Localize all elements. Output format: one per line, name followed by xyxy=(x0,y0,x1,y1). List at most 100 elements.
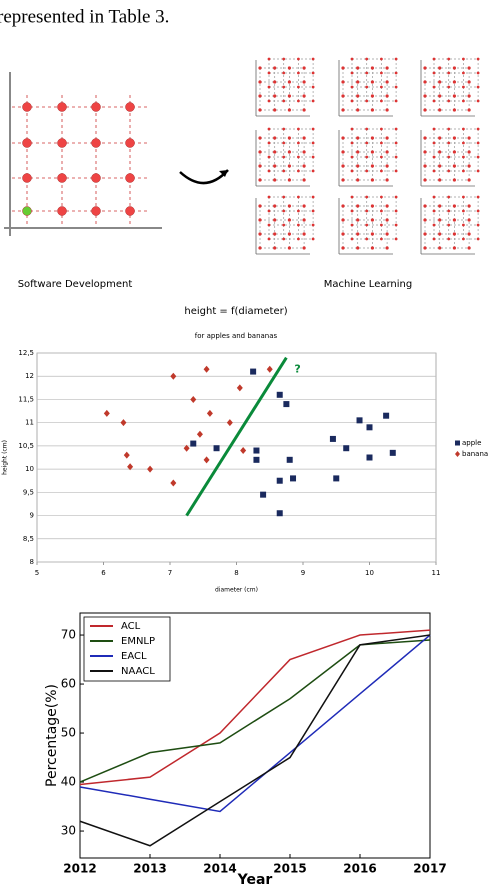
cube-node xyxy=(476,127,480,131)
cube-face xyxy=(377,82,378,83)
cube-face xyxy=(250,130,251,131)
y-axis-label: height (cm) xyxy=(2,440,9,475)
cube-node xyxy=(302,150,306,154)
cube-face xyxy=(377,152,378,153)
cube-node xyxy=(385,108,389,112)
cube-node xyxy=(350,237,354,241)
cube-node xyxy=(356,178,360,182)
cube-face xyxy=(415,174,416,175)
point xyxy=(196,430,203,438)
point xyxy=(206,409,213,417)
cube-node xyxy=(341,232,345,236)
cube-node xyxy=(365,127,369,131)
cube-node xyxy=(341,108,345,112)
series-line xyxy=(79,629,431,786)
cube-node xyxy=(423,232,427,236)
cube-node xyxy=(302,108,306,112)
cube-node xyxy=(350,223,354,227)
cube-face xyxy=(294,174,295,175)
x-tick-label: 5 xyxy=(35,569,39,577)
cube-node xyxy=(394,237,398,241)
cube-node xyxy=(438,94,442,98)
cube-node xyxy=(370,232,374,236)
cube-node xyxy=(452,246,456,250)
point xyxy=(366,424,373,431)
cube-node xyxy=(438,66,442,70)
x-tick-label: 6 xyxy=(101,569,106,577)
cube-node xyxy=(267,169,271,173)
cube-node xyxy=(297,155,300,159)
cube-node xyxy=(302,66,306,70)
cube-node xyxy=(297,209,300,213)
cube-node xyxy=(467,246,471,250)
cube-node xyxy=(287,232,291,236)
cube-node xyxy=(258,204,262,208)
point xyxy=(253,447,260,454)
cube-node xyxy=(462,195,465,199)
cube-node xyxy=(423,94,427,98)
cube-node xyxy=(356,80,360,84)
cube-node xyxy=(267,57,271,61)
point xyxy=(356,417,363,424)
cube-node xyxy=(385,94,389,98)
cube-node xyxy=(302,204,306,208)
y-tick-label: 12 xyxy=(25,372,34,380)
annotation: ? xyxy=(294,363,300,376)
cube-node xyxy=(447,99,451,103)
point xyxy=(123,451,130,459)
point xyxy=(190,395,197,403)
cube-node xyxy=(258,218,262,222)
y-tick-label: 30 xyxy=(61,824,76,838)
cube-node xyxy=(350,85,354,89)
cube-node xyxy=(467,108,471,112)
cube-node xyxy=(370,246,374,250)
cube-node xyxy=(467,66,471,70)
point xyxy=(389,449,396,456)
cube-node xyxy=(380,57,383,61)
cube-face xyxy=(459,104,460,105)
point xyxy=(236,384,243,392)
cube-node xyxy=(282,155,286,159)
point xyxy=(276,477,283,484)
cube-node xyxy=(297,223,300,227)
cube-node xyxy=(302,246,306,250)
legend-marker xyxy=(455,451,460,457)
cube-node xyxy=(438,232,442,236)
y-tick-label: 10,5 xyxy=(18,442,34,450)
cube-node xyxy=(267,71,271,75)
cube-node xyxy=(273,246,277,250)
cube-face xyxy=(459,130,460,131)
cube-node xyxy=(380,85,383,89)
cube-node xyxy=(370,150,374,154)
cube-node xyxy=(476,209,480,213)
cube-face xyxy=(355,174,356,175)
cube-node xyxy=(438,136,442,140)
cube-node xyxy=(258,94,262,98)
point xyxy=(276,391,283,398)
cube-node xyxy=(282,141,286,145)
point xyxy=(266,365,273,373)
cube-node xyxy=(350,195,354,199)
cube-node xyxy=(452,108,456,112)
y-tick-label: 12,5 xyxy=(18,349,34,357)
cube-node xyxy=(423,204,427,208)
cube-face xyxy=(333,60,334,61)
y-axis-label: Percentage(%) xyxy=(44,684,60,787)
cube-face xyxy=(333,82,334,83)
node xyxy=(125,138,135,148)
cube-node xyxy=(350,57,354,61)
cube-face xyxy=(250,82,251,83)
legend-label: EACL xyxy=(121,651,147,662)
y-tick-label: 8 xyxy=(30,558,34,566)
point xyxy=(226,419,233,427)
cube-node xyxy=(432,195,436,199)
cube-face xyxy=(377,130,378,131)
cube-node xyxy=(350,169,354,173)
x-tick-label: 2017 xyxy=(413,862,446,876)
cube-node xyxy=(438,218,442,222)
cube-node xyxy=(311,127,315,131)
cube-node xyxy=(432,57,436,61)
cube-node xyxy=(394,99,398,103)
cube-node xyxy=(432,99,436,103)
cube-node xyxy=(297,57,300,61)
